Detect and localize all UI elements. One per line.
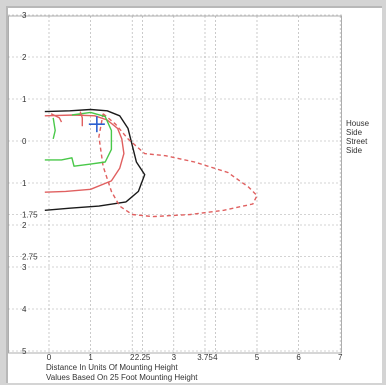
- x-tick-label: 7: [338, 353, 343, 362]
- isofootcandle-curve-1: [44, 108, 146, 211]
- y-tick-label: 2: [22, 53, 27, 62]
- side-label: Side: [346, 128, 363, 137]
- x-tick-label: 2: [130, 353, 135, 362]
- x-tick-label: 2.25: [135, 353, 151, 362]
- isofootcandle-curve-5: [52, 117, 56, 140]
- isofootcandle-curve-6: [50, 113, 63, 123]
- x-tick-label: 3.75: [197, 353, 213, 362]
- isofootcandle-curve-2: [44, 114, 125, 193]
- chart-subcaption: Values Based On 25 Foot Mounting Height: [46, 373, 198, 382]
- y-tick-label: 4: [22, 305, 27, 314]
- y-tick-label: 5: [22, 347, 27, 356]
- y-tick-label: 1.75: [22, 211, 38, 220]
- chart-frame: 0 1 2 2.25 3 3.75 4 5 6 7 3 2 1 0 1 1.75 2 2.75 3 4 5 Dista…: [6, 6, 382, 383]
- plot-border: [8, 15, 342, 354]
- isofootcandle-curve-7: [79, 111, 83, 127]
- y-tick-label: 2: [22, 221, 27, 230]
- y-tick-label: 3: [22, 11, 27, 20]
- y-tick-label: 0: [22, 137, 27, 146]
- isofootcandle-curve-3: [98, 113, 258, 218]
- x-tick-label: 5: [255, 353, 260, 362]
- y-tick-label: 1: [22, 179, 27, 188]
- x-tick-labels: 0 1 2 2.25 3 3.75 4 5 6 7: [47, 353, 343, 362]
- x-tick-label: 1: [88, 353, 93, 362]
- side-label: House: [346, 119, 370, 128]
- grid: [8, 14, 342, 353]
- side-label: Street: [346, 137, 368, 146]
- side-label: Side: [346, 146, 363, 155]
- x-tick-label: 0: [47, 353, 52, 362]
- isofootcandle-curve-4: [44, 111, 113, 167]
- y-tick-label: 2.75: [22, 253, 38, 262]
- x-axis-label: Distance In Units Of Mounting Height: [46, 363, 178, 372]
- curves: [44, 108, 258, 218]
- x-tick-label: 4: [213, 353, 218, 362]
- luminaire-marker: [88, 116, 105, 133]
- plot-border-rect: [8, 15, 342, 354]
- y-tick-label: 1: [22, 95, 27, 104]
- x-tick-label: 3: [172, 353, 177, 362]
- x-tick-label: 6: [296, 353, 301, 362]
- y-tick-label: 3: [22, 263, 27, 272]
